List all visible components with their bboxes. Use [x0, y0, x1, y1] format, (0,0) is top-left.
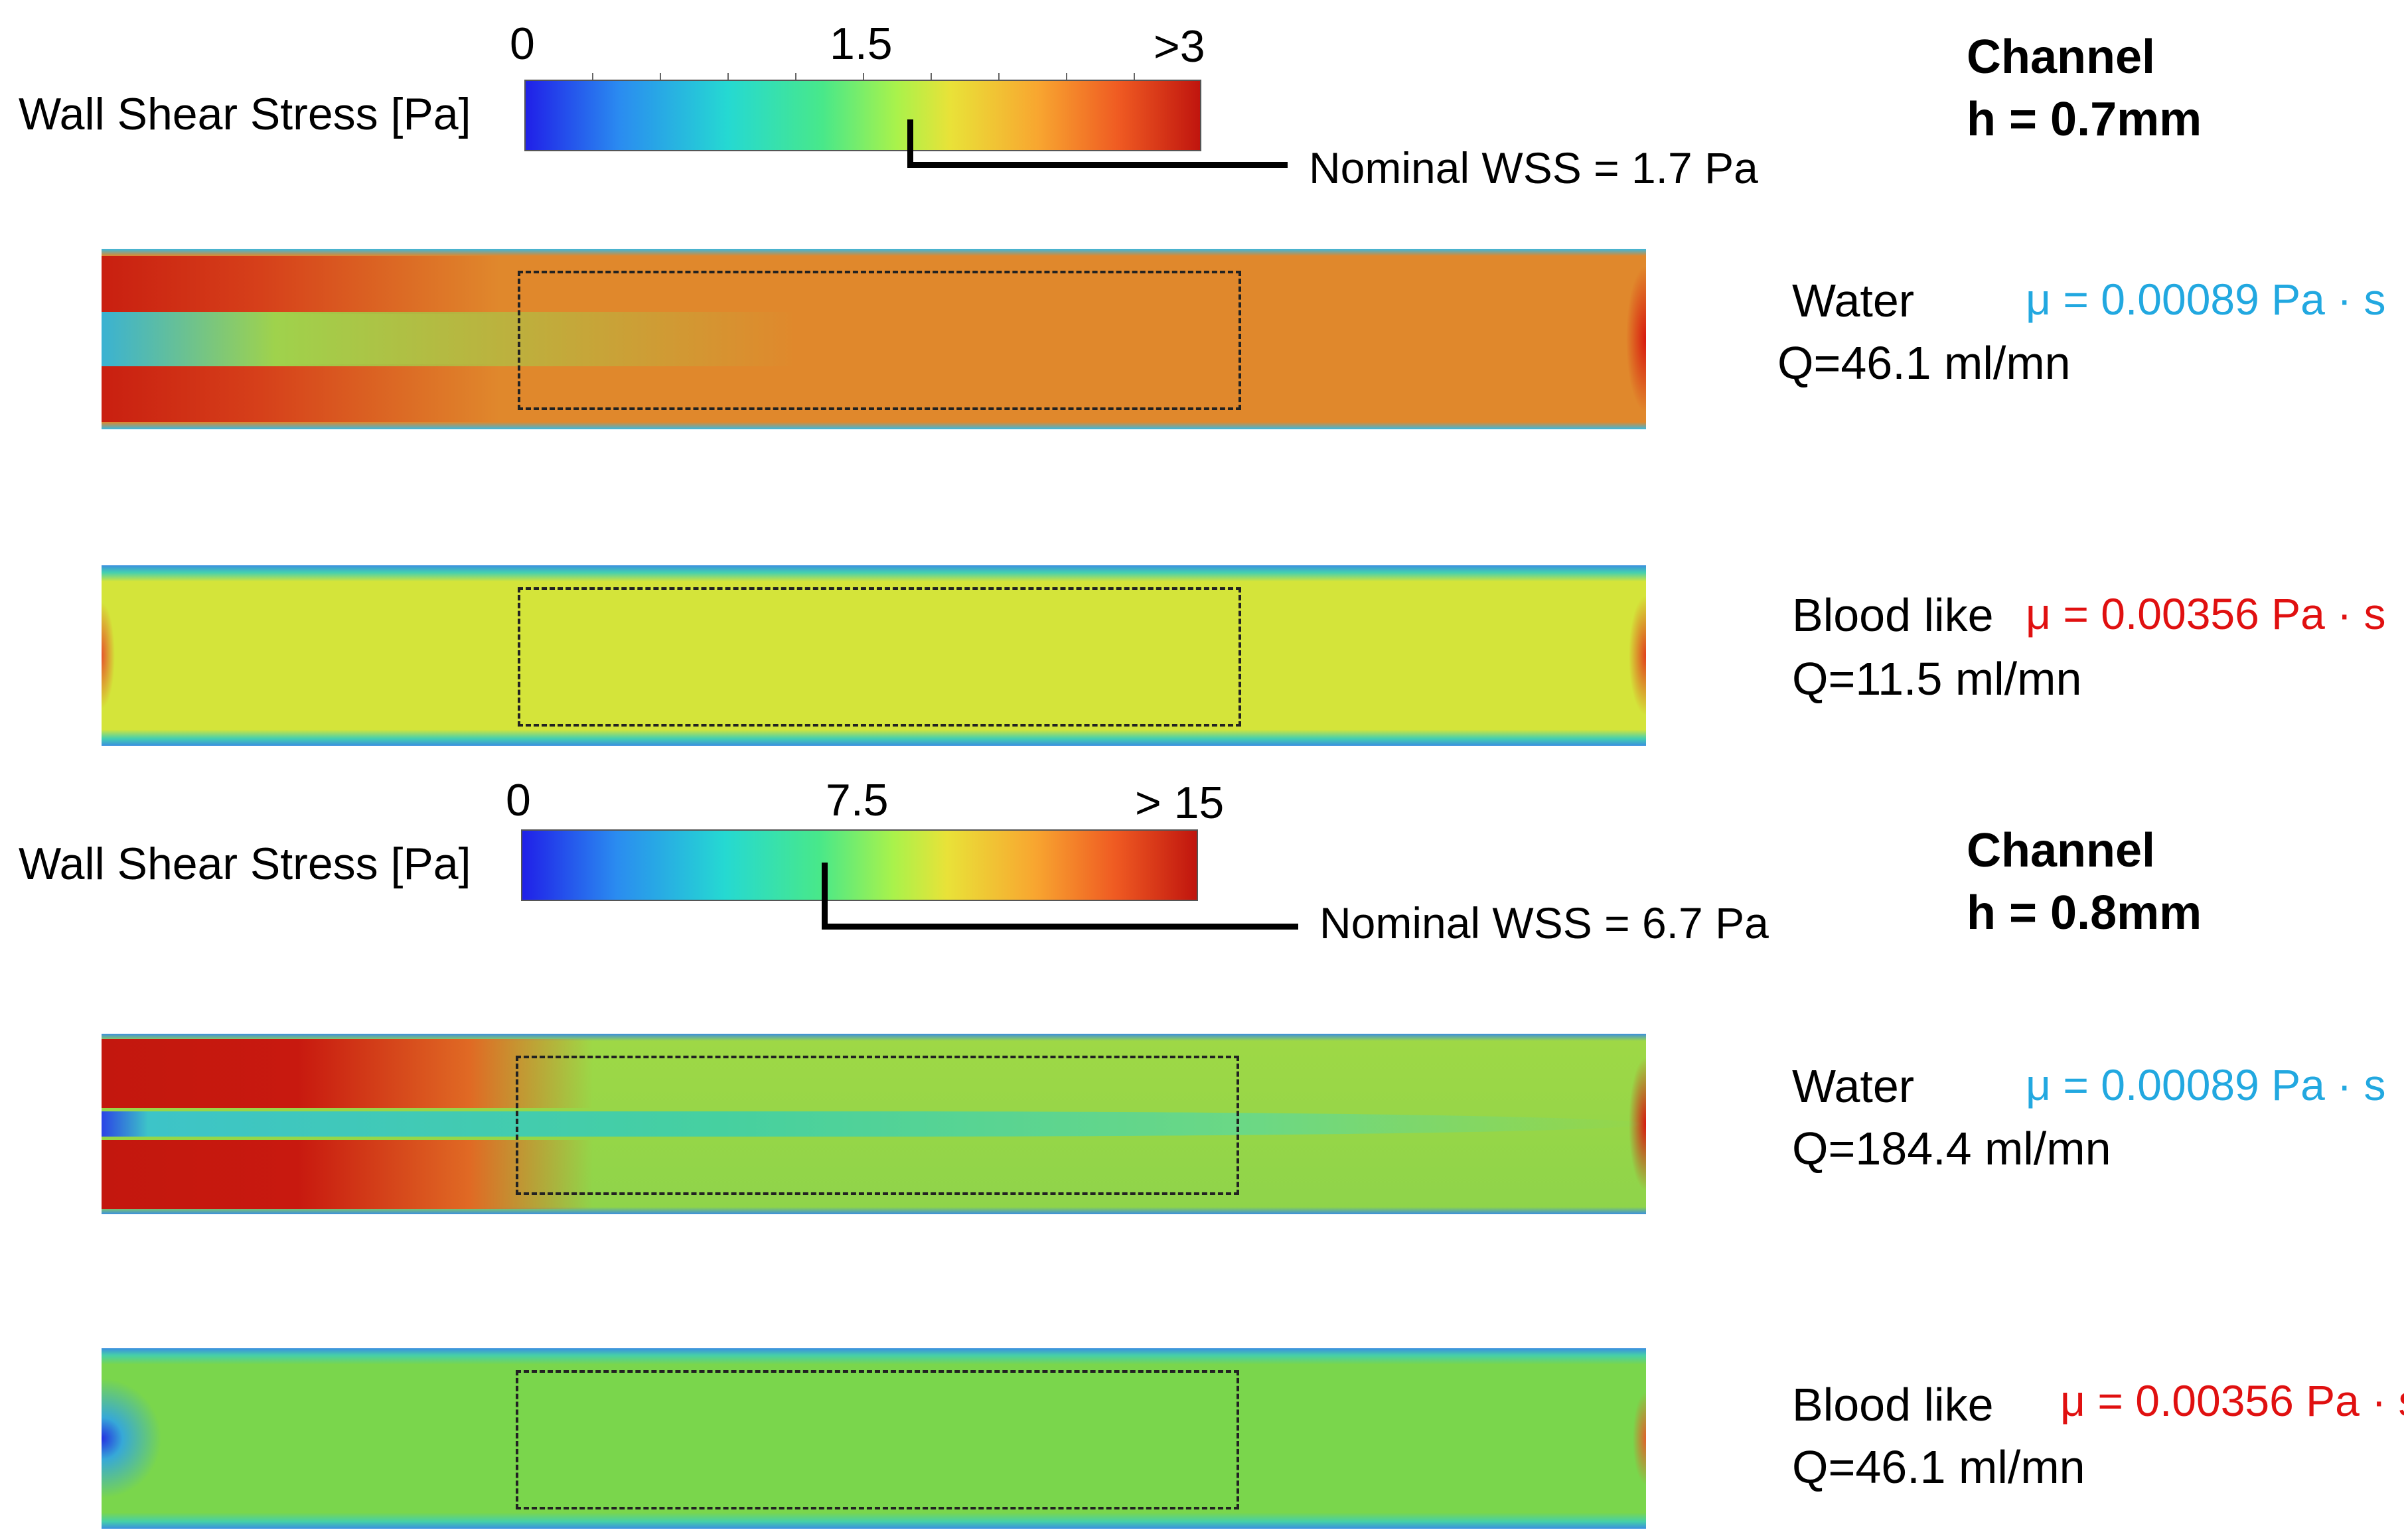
channel-title-bottom: Channel — [1967, 824, 2156, 877]
low-wss-core — [102, 312, 797, 366]
flow-rate-label: Q=11.5 ml/mn — [1792, 653, 2082, 705]
low-wss-core — [102, 1111, 1646, 1137]
colorbar-label-top: Wall Shear Stress [Pa] — [19, 89, 471, 139]
fluid-name: Water — [1792, 1060, 1915, 1112]
nominal-leader-top — [907, 162, 1288, 168]
channel-title-top: Channel — [1967, 31, 2156, 84]
wss-contour-blood-0.8mm — [102, 1348, 1646, 1529]
colorbar-minor-tick — [998, 73, 1000, 80]
colorbar-minor-tick — [592, 73, 593, 80]
colorbar-minor-tick — [863, 73, 864, 80]
channel-heading-top: Channel h = 0.7mm — [1967, 27, 2202, 151]
flow-rate-label: Q=46.1 ml/mn — [1792, 1441, 2085, 1493]
fluid-name: Blood like — [1792, 1379, 1994, 1431]
wss-contour-blood-0.7mm — [102, 565, 1646, 746]
wss-contour-water-0.8mm — [102, 1034, 1646, 1214]
viscosity-label: μ = 0.00089 Pa · s — [2026, 1060, 2386, 1109]
analysis-region-box — [516, 1056, 1239, 1195]
colorbar-tick-min-top: 0 — [510, 19, 535, 69]
wss-contour-water-0.7mm — [102, 249, 1646, 429]
colorbar-label-bottom: Wall Shear Stress [Pa] — [19, 839, 471, 889]
colorbar-minor-tick — [727, 73, 729, 80]
colorbar-top — [524, 80, 1201, 151]
channel-heading-bottom: Channel h = 0.8mm — [1967, 820, 2202, 944]
nominal-wss-label-bottom: Nominal WSS = 6.7 Pa — [1319, 898, 1769, 947]
fluid-name: Blood like — [1792, 589, 1994, 641]
analysis-region-box — [518, 271, 1241, 410]
colorbar-minor-tick — [931, 73, 932, 80]
flow-rate-label: Q=184.4 ml/mn — [1792, 1123, 2111, 1174]
viscosity-label: μ = 0.00356 Pa · s — [2060, 1376, 2404, 1425]
colorbar-tick-max-bottom: > 15 — [1135, 778, 1225, 828]
viscosity-label: μ = 0.00356 Pa · s — [2026, 589, 2386, 638]
colorbar-minor-tick — [1066, 73, 1067, 80]
viscosity-label: μ = 0.00089 Pa · s — [2026, 275, 2386, 324]
high-wss-region — [102, 1140, 593, 1209]
colorbar-bottom — [521, 829, 1198, 901]
colorbar-tick-mid-top: 1.5 — [830, 19, 893, 69]
colorbar-tick-min-bottom: 0 — [506, 775, 531, 825]
high-wss-region — [102, 1039, 593, 1108]
high-wss-region — [102, 364, 500, 423]
colorbar-tick-max-top: >3 — [1154, 21, 1205, 72]
channel-height-bottom: h = 0.8mm — [1967, 886, 2202, 940]
colorbar-minor-tick — [1134, 73, 1135, 80]
high-wss-region — [102, 255, 500, 314]
nominal-marker-top — [907, 119, 913, 167]
flow-rate-label: Q=46.1 ml/mn — [1777, 337, 2071, 389]
nominal-leader-bottom — [822, 924, 1298, 930]
colorbar-minor-tick — [795, 73, 796, 80]
nominal-marker-bottom — [822, 863, 828, 929]
fluid-name: Water — [1792, 275, 1915, 326]
analysis-region-box — [518, 587, 1241, 727]
nominal-wss-label-top: Nominal WSS = 1.7 Pa — [1309, 143, 1758, 192]
colorbar-tick-mid-bottom: 7.5 — [826, 775, 889, 825]
channel-height-top: h = 0.7mm — [1967, 92, 2202, 146]
analysis-region-box — [516, 1370, 1239, 1509]
colorbar-minor-tick — [660, 73, 661, 80]
